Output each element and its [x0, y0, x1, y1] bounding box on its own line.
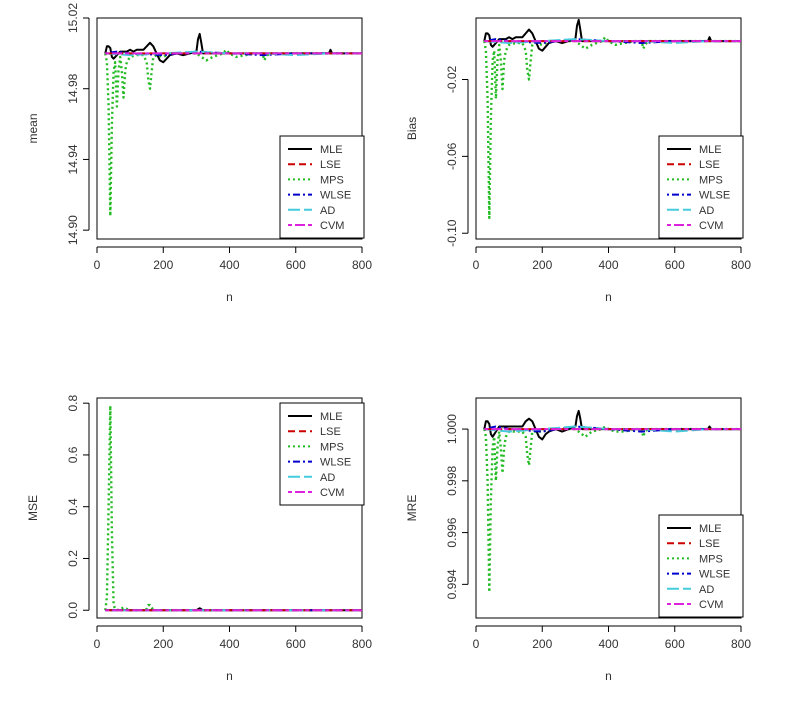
x-tick-label: 600	[286, 637, 306, 651]
legend: MLE LSE MPS WLSE AD CVM	[658, 514, 744, 618]
legend-label-mle: MLE	[320, 144, 343, 156]
y-tick-label: 0.2	[66, 550, 80, 567]
legend-label-ad: AD	[320, 205, 335, 217]
legend: MLE LSE MPS WLSE AD CVM	[658, 135, 744, 239]
x-tick-label: 600	[286, 258, 306, 272]
y-tick-label: 0.998	[445, 465, 459, 495]
x-tick-label: 0	[94, 637, 101, 651]
legend-label-cvm: CVM	[699, 599, 723, 611]
legend-label-lse: LSE	[320, 426, 341, 438]
legend-label-ad: AD	[320, 472, 335, 484]
legend-label-mle: MLE	[320, 411, 343, 423]
legend-label-wlse: WLSE	[699, 190, 730, 202]
legend-label-wlse: WLSE	[320, 457, 351, 469]
legend-box	[658, 514, 744, 618]
y-tick-label: 0.6	[66, 446, 80, 463]
x-tick-label: 800	[731, 258, 751, 272]
x-tick-label: 0	[94, 258, 101, 272]
x-tick-label: 200	[153, 258, 173, 272]
x-axis-label: n	[605, 669, 612, 683]
series-group	[104, 404, 362, 612]
series-line-mle	[483, 409, 741, 441]
y-tick-label: 14.98	[66, 73, 80, 103]
y-axis-label: mean	[26, 113, 40, 143]
plot-frame	[475, 397, 742, 619]
legend-label-mps: MPS	[320, 441, 344, 453]
y-tick-label: 15.02	[66, 3, 80, 33]
panel-bias: 0 200 400 600 800n-0.10-0.06-0.02BiasMLELSEM…	[405, 17, 751, 304]
y-tick-label: 0.994	[445, 569, 459, 599]
x-tick-label: 200	[153, 637, 173, 651]
x-tick-label: 400	[219, 637, 239, 651]
series-line-mps	[104, 404, 362, 612]
legend-label-cvm: CVM	[320, 487, 344, 499]
legend-label-lse: LSE	[699, 538, 720, 550]
x-tick-label: 400	[598, 258, 618, 272]
plot-frame	[96, 17, 363, 240]
legend-label-lse: LSE	[699, 159, 720, 171]
x-tick-label: 0	[473, 258, 480, 272]
y-axis-label: MRE	[405, 495, 419, 522]
y-tick-label: 0.996	[445, 517, 459, 547]
legend-label-ad: AD	[699, 205, 714, 217]
legend-label-mle: MLE	[699, 144, 722, 156]
legend: MLE LSE MPS WLSE AD CVM	[279, 402, 365, 506]
x-tick-label: 0	[473, 637, 480, 651]
y-tick-label: -0.06	[445, 142, 459, 170]
y-axis-label: MSE	[26, 495, 40, 521]
y-tick-label: 0.8	[66, 395, 80, 412]
series-line-mle	[104, 32, 362, 64]
series-group	[483, 409, 741, 594]
y-tick-label: 14.90	[66, 215, 80, 245]
x-axis-label: n	[605, 290, 612, 304]
y-tick-label: -0.02	[445, 65, 459, 93]
x-tick-label: 400	[598, 637, 618, 651]
legend: MLE LSE MPS WLSE AD CVM	[279, 135, 365, 239]
legend-box	[279, 135, 365, 239]
x-tick-label: 200	[532, 258, 552, 272]
x-tick-label: 800	[352, 637, 372, 651]
y-tick-label: 0.4	[66, 498, 80, 515]
legend-label-mps: MPS	[699, 174, 723, 186]
legend-label-cvm: CVM	[320, 220, 344, 232]
x-tick-label: 600	[665, 637, 685, 651]
legend-box	[658, 135, 744, 239]
x-tick-label: 600	[665, 258, 685, 272]
legend-label-ad: AD	[699, 584, 714, 596]
x-axis-label: n	[226, 669, 233, 683]
legend-label-cvm: CVM	[699, 220, 723, 232]
x-tick-label: 800	[731, 637, 751, 651]
y-tick-label: 0.0	[66, 602, 80, 619]
panel-mre: 0 200 400 600 800 n 0.994 0.996 0.998 1.000 MRE MLE…	[405, 397, 751, 683]
panel-mse: 0 200 400 600 800 n 0.0 0.2 0.4 0.6 0.8 MSE MLE LSE MP…	[26, 395, 372, 683]
x-tick-label: 400	[219, 258, 239, 272]
legend-label-mps: MPS	[699, 553, 723, 565]
series-group	[483, 18, 741, 220]
legend-label-mps: MPS	[320, 174, 344, 186]
x-axis-label: n	[226, 290, 233, 304]
x-tick-label: 200	[532, 637, 552, 651]
legend-label-wlse: WLSE	[320, 190, 351, 202]
legend-label-wlse: WLSE	[699, 569, 730, 581]
legend-box	[279, 402, 365, 506]
y-tick-label: -0.10	[445, 219, 459, 247]
series-group	[104, 32, 362, 218]
legend-label-lse: LSE	[320, 159, 341, 171]
y-axis-label: Bias	[405, 117, 419, 140]
x-tick-label: 800	[352, 258, 372, 272]
series-line-mle	[483, 18, 741, 52]
plot-frame	[96, 397, 363, 619]
y-tick-label: 1.000	[445, 414, 459, 444]
y-tick-label: 14.94	[66, 144, 80, 174]
plot-frame	[475, 17, 742, 240]
legend-label-mle: MLE	[699, 523, 722, 535]
panel-mean: 0 200 400 600 800 n 14.90 14.94 14.98 15.02 mean ML…	[26, 3, 372, 304]
